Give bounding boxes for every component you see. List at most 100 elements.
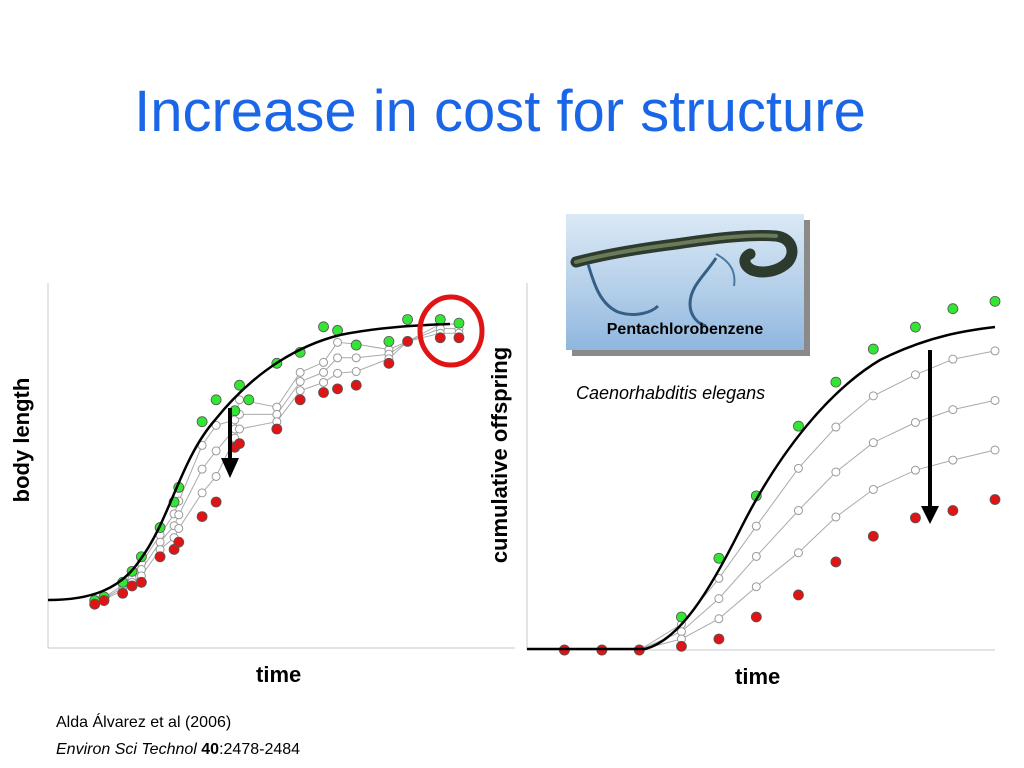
left-intermediate-point <box>174 510 184 520</box>
left-red-point <box>210 496 222 508</box>
right-intermediate-point <box>990 346 1000 356</box>
left-red-point <box>402 335 413 347</box>
right-intermediate-point <box>948 405 958 415</box>
right-intermediate-point <box>831 467 841 477</box>
left-intermediate-point <box>211 471 221 481</box>
right-green-point <box>910 321 921 333</box>
left-red-point <box>294 394 306 406</box>
left-green-point <box>243 394 255 406</box>
right-intermediate-point <box>714 614 724 624</box>
left-intermediate-point <box>197 464 207 474</box>
right-red-point <box>793 589 804 601</box>
citation-volume: 40 <box>201 741 220 758</box>
citation-journal-line: Environ Sci Technol 40:2478-2484 <box>56 741 300 759</box>
right-intermediate-point <box>751 521 761 531</box>
left-arrow-head <box>221 458 239 478</box>
left-red-point <box>383 357 395 369</box>
right-intermediate-point <box>910 465 920 475</box>
left-green-point <box>318 321 329 333</box>
citation-authors: Alda Álvarez et al (2006) <box>56 714 232 731</box>
right-intermediate-point <box>990 395 1000 405</box>
citation-journal: Environ Sci Technol <box>56 741 197 758</box>
right-chart-x-axis-label: time <box>735 664 781 689</box>
right-red-point <box>947 505 959 516</box>
left-red-point <box>98 595 110 606</box>
left-intermediate-point <box>295 377 305 387</box>
left-red-point <box>234 438 245 450</box>
right-intermediate-point <box>868 484 878 494</box>
right-intermediate-point <box>793 506 803 516</box>
left-red-point <box>126 580 138 592</box>
citation-pages: :2478-2484 <box>219 741 301 758</box>
right-red-point <box>830 556 842 568</box>
left-data-points <box>89 314 465 610</box>
right-intermediate-point <box>793 463 803 473</box>
right-intermediate-point <box>751 551 761 561</box>
left-red-point <box>350 379 362 391</box>
left-intermediate-point <box>333 337 343 347</box>
left-green-point <box>196 416 208 428</box>
left-red-point <box>117 587 129 599</box>
left-intermediate-point <box>319 357 329 367</box>
right-red-point <box>910 512 921 524</box>
left-green-point <box>383 335 395 347</box>
left-red-point <box>318 387 329 398</box>
right-green-point <box>867 343 879 355</box>
left-intermediate-point <box>211 446 221 456</box>
nematode-photo: Pentachlorobenzene <box>566 214 804 350</box>
left-red-point <box>135 576 147 588</box>
left-intermediate-point <box>174 523 184 533</box>
left-red-point <box>434 332 446 344</box>
left-green-point <box>234 379 245 391</box>
right-red-point <box>989 494 1001 505</box>
right-green-point <box>989 295 1001 307</box>
right-control-curve <box>527 325 996 651</box>
right-intermediate-point <box>831 512 841 522</box>
right-intermediate-point <box>793 548 803 558</box>
right-green-point <box>830 376 842 388</box>
right-intermediate-point <box>714 594 724 604</box>
photo-label: Pentachlorobenzene <box>606 321 764 338</box>
left-red-point <box>332 383 343 395</box>
left-red-point <box>453 332 465 344</box>
right-green-point <box>793 420 804 432</box>
left-red-point <box>271 423 283 435</box>
right-intermediate-point <box>868 438 878 448</box>
left-red-point <box>173 536 185 548</box>
right-intermediate-point <box>948 455 958 465</box>
left-intermediate-point <box>351 353 361 363</box>
left-red-point <box>196 511 208 522</box>
nematode-image <box>570 229 798 328</box>
right-data-points <box>559 295 1001 656</box>
left-control-curve <box>47 322 451 602</box>
right-intermediate-point <box>948 354 958 364</box>
right-intermediate-point <box>990 445 1000 455</box>
slide-title: Increase in cost for structure <box>134 79 866 144</box>
left-intermediate-point <box>319 377 329 387</box>
right-red-point <box>713 633 725 645</box>
right-red-point <box>867 530 879 542</box>
right-green-point <box>947 303 959 315</box>
highlight-circle <box>417 294 485 368</box>
left-green-point <box>210 394 222 406</box>
left-intermediate-point <box>295 367 305 377</box>
right-intermediate-point <box>831 422 841 432</box>
left-intermediate-point <box>333 353 343 363</box>
right-red-point <box>750 611 762 623</box>
left-intermediate-point <box>197 488 207 498</box>
right-intermediate-point <box>910 370 920 380</box>
right-intermediate-point <box>868 391 878 401</box>
left-chart-x-axis-label: time <box>256 662 302 687</box>
left-intermediate-point <box>234 424 244 434</box>
right-intermediate-point <box>751 582 761 592</box>
right-red-point <box>676 640 687 652</box>
right-intermediate-point <box>910 417 920 427</box>
left-intermediate-point <box>333 368 343 378</box>
right-arrow-head <box>921 506 939 524</box>
left-intermediate-point <box>319 367 329 377</box>
species-caption: Caenorhabditis elegans <box>576 383 766 403</box>
left-green-point <box>350 339 362 351</box>
left-red-point <box>89 598 101 610</box>
